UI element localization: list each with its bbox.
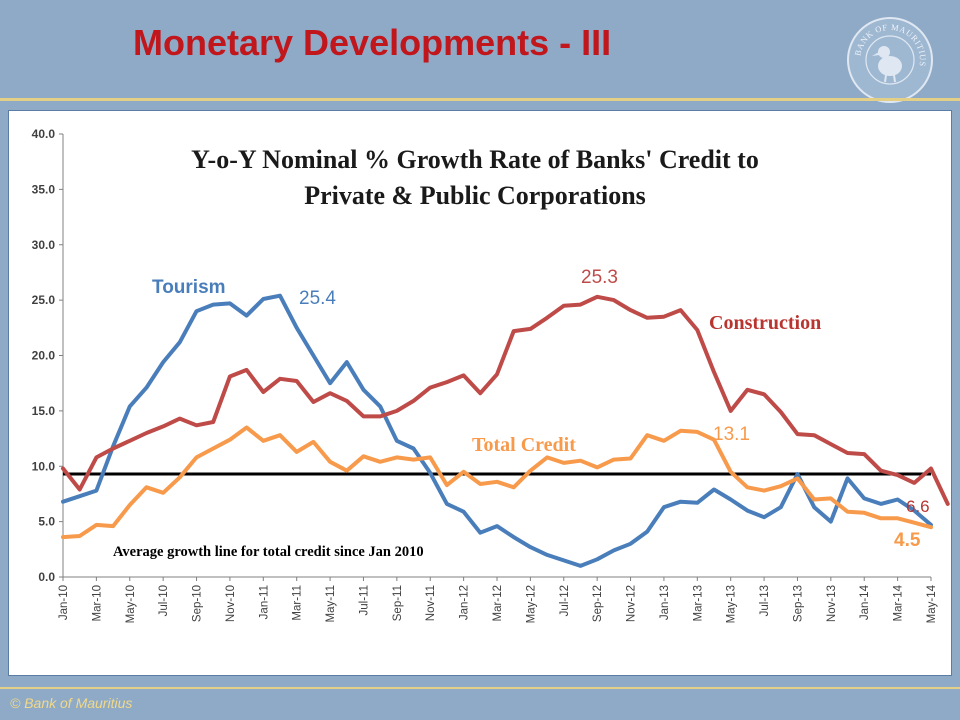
x-tick-label: Jan-10 [58, 585, 70, 620]
bank-logo-icon: BANK OF MAURITIUS [847, 17, 933, 103]
construction-peak-label: 25.3 [581, 267, 618, 288]
x-tick-label: Jan-11 [258, 585, 270, 619]
tourism-peak-label: 25.4 [299, 288, 336, 309]
construction-last-label: 6.6 [906, 497, 930, 516]
x-tick-label: Sep-12 [592, 585, 604, 622]
x-tick-label: Sep-10 [192, 585, 204, 622]
line-chart: 0.0 5.0 10.0 15.0 20.0 25.0 30.0 35.0 40.0 Jan-10… [32, 127, 950, 623]
x-tick-label: May-10 [125, 585, 137, 623]
chart-title-line: Private & Public Corporations [304, 181, 646, 210]
chart-panel: 0.0 5.0 10.0 15.0 20.0 25.0 30.0 35.0 40.0 Jan-10… [8, 110, 952, 676]
y-tick-label: 30.0 [32, 238, 56, 252]
total-credit-peak-label: 13.1 [713, 424, 750, 445]
y-tick-label: 10.0 [32, 459, 56, 473]
series-line-total-credit [61, 425, 933, 540]
x-tick-label: Jul-13 [759, 585, 771, 616]
x-tick-label: Nov-11 [425, 585, 437, 621]
total-credit-last-label: 4.5 [894, 530, 921, 551]
y-tick-label: 25.0 [32, 293, 56, 307]
x-tick-label: Mar-13 [692, 585, 704, 621]
x-tick-label: Jul-12 [559, 585, 571, 616]
x-tick-label: Mar-14 [893, 584, 905, 621]
total-credit-label: Total Credit [472, 434, 576, 456]
x-tick-label: Jan-12 [459, 585, 471, 620]
y-tick-label: 15.0 [32, 404, 56, 418]
chart-title-line: Y-o-Y Nominal % Growth Rate of Banks' Cr… [191, 145, 759, 174]
y-tick-label: 35.0 [32, 182, 56, 196]
title-divider [0, 98, 960, 101]
x-tick-label: Jan-14 [859, 584, 871, 620]
construction-label: Construction [709, 312, 821, 334]
footer-copyright: © Bank of Mauritius [10, 695, 133, 711]
x-tick-label: May-11 [325, 585, 337, 623]
series-line-construction [61, 294, 950, 506]
slide-title: Monetary Developments - III [133, 22, 612, 63]
tourism-label: Tourism [152, 277, 226, 298]
x-tick-label: Sep-13 [792, 585, 804, 622]
y-tick-label: 0.0 [38, 570, 55, 584]
footer-divider [0, 687, 960, 689]
average-growth-label: Average growth line for total credit sin… [113, 544, 424, 560]
x-tick-label: Mar-12 [492, 585, 504, 621]
x-tick-label: Jul-11 [358, 585, 370, 615]
x-tick-label: Nov-10 [225, 585, 237, 622]
x-tick-label: Nov-12 [626, 585, 638, 622]
series-line-tourism [61, 293, 933, 568]
y-tick-label: 20.0 [32, 349, 56, 363]
y-tick-label: 5.0 [38, 515, 55, 529]
x-tick-label: Nov-13 [826, 585, 838, 622]
x-tick-label: Jul-10 [158, 585, 170, 616]
y-tick-label: 40.0 [32, 127, 56, 141]
x-tick-label: Mar-10 [91, 585, 103, 621]
x-tick-label: May-14 [926, 584, 938, 623]
x-tick-label: Sep-11 [392, 585, 404, 621]
x-tick-label: Mar-11 [292, 585, 304, 621]
x-tick-label: Jan-13 [659, 585, 671, 620]
x-tick-label: May-12 [525, 585, 537, 623]
x-tick-label: May-13 [726, 585, 738, 623]
